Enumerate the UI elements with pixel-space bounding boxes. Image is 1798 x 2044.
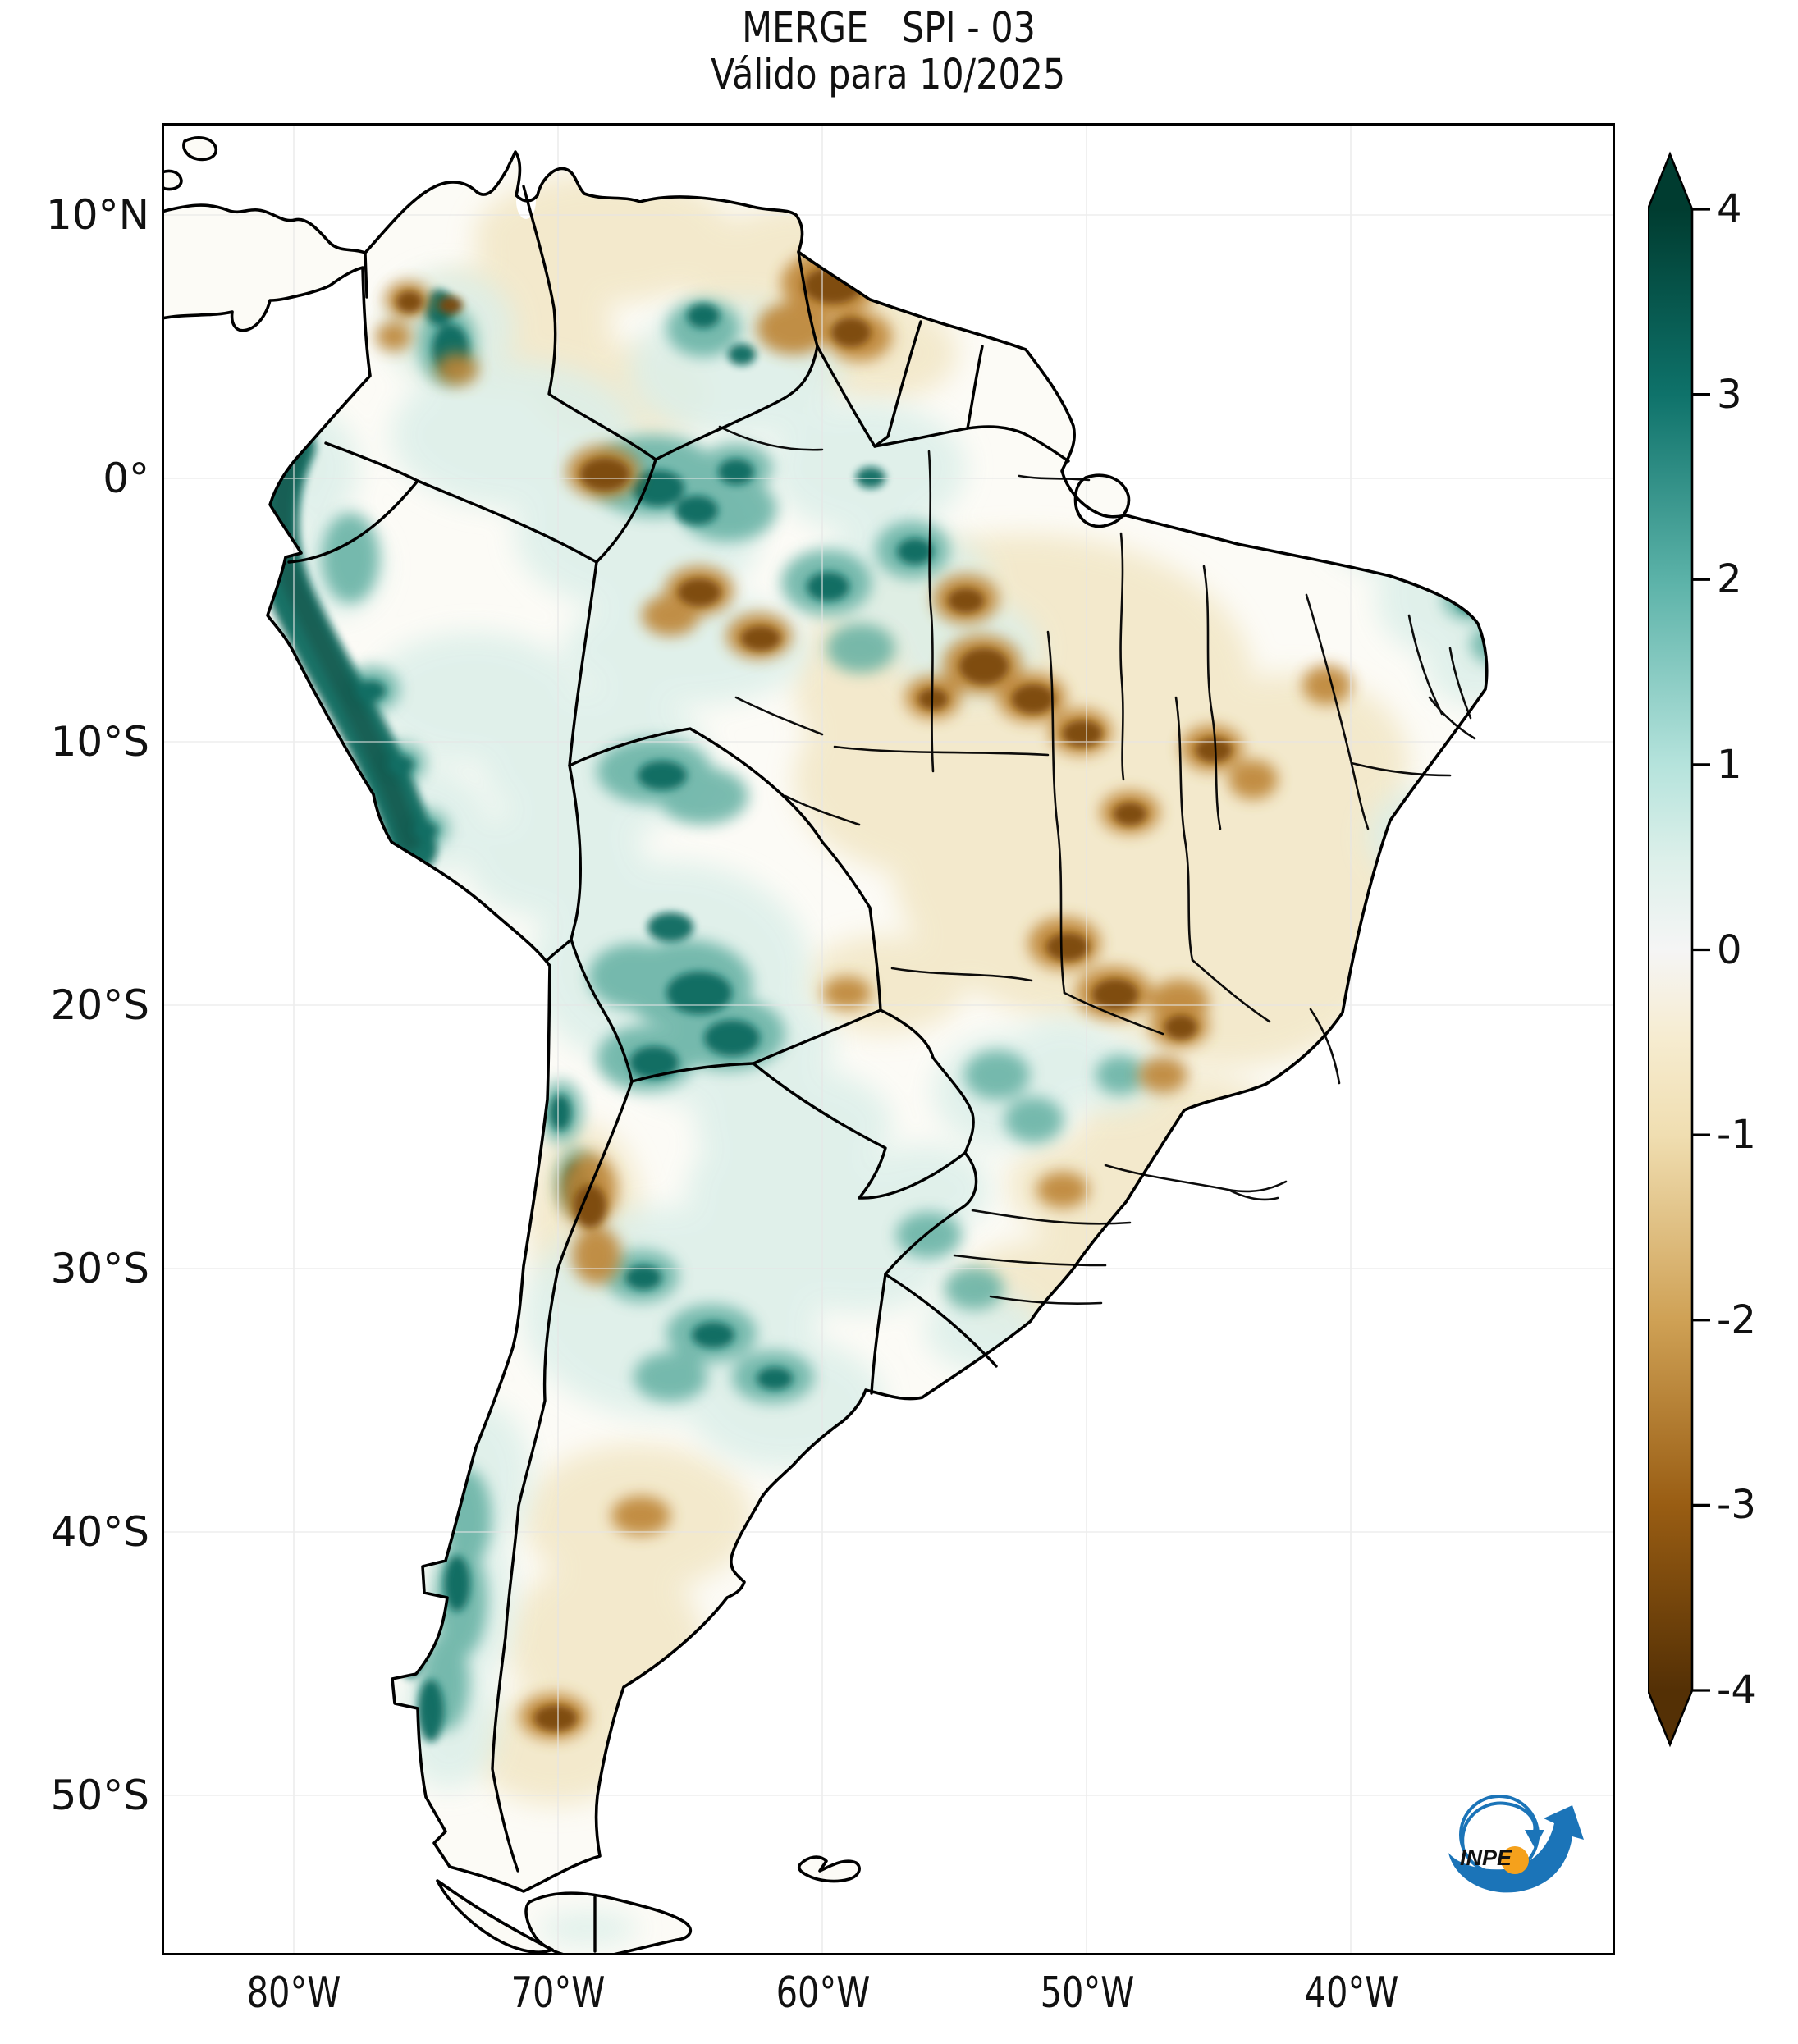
cbtick-0: 0 [1717,927,1742,973]
map-frame [162,123,1615,1955]
logo-orange-dot [1501,1846,1529,1874]
cbtick-n1: -1 [1717,1112,1756,1158]
xtick-70w: 70°W [510,1969,606,2018]
spi-raster [254,172,1524,1945]
colorbar-tickmarks [1692,208,1710,1692]
ytick-10s: 10°S [50,718,149,766]
ytick-50s: 50°S [50,1772,149,1819]
cbtick-n4: -4 [1717,1667,1756,1713]
cbtick-3: 3 [1717,372,1742,418]
map-title: MERGE SPI - 03 [741,4,1036,53]
title-block: MERGE SPI - 03 Válido para 10/2025 [162,5,1615,98]
logo-spiral [1461,1801,1537,1849]
colorbar-arrow-down [1648,1690,1692,1744]
state-borders [718,425,1476,1306]
ytick-10n: 10°N [45,191,149,239]
map-subtitle: Válido para 10/2025 [711,51,1066,99]
colorbar [1648,151,1710,1748]
ytick-40s: 40°S [50,1508,149,1556]
inpe-logo: INPE [1448,1795,1584,1893]
cbtick-n3: -3 [1717,1482,1756,1528]
xtick-50w: 50°W [1040,1969,1135,2018]
ytick-30s: 30°S [50,1245,149,1292]
colorbar-gradient [1648,209,1692,1690]
cbtick-4: 4 [1717,186,1742,232]
ytick-0: 0° [103,455,149,502]
cbtick-n2: -2 [1717,1297,1756,1343]
xtick-60w: 60°W [775,1969,871,2018]
graticule [162,123,1615,1955]
logo-spiral-arrowhead [1525,1830,1544,1848]
map-canvas: INPE [162,123,1615,1955]
xtick-40w: 40°W [1304,1969,1399,2018]
ocean-mask [162,123,1615,1955]
cbtick-2: 2 [1717,556,1742,602]
colorbar-arrow-up [1648,154,1692,209]
logo-text: INPE [1460,1845,1512,1870]
country-borders [287,185,1070,1953]
ytick-20s: 20°S [50,981,149,1029]
xtick-80w: 80°W [246,1969,341,2018]
cbtick-1: 1 [1717,742,1742,788]
